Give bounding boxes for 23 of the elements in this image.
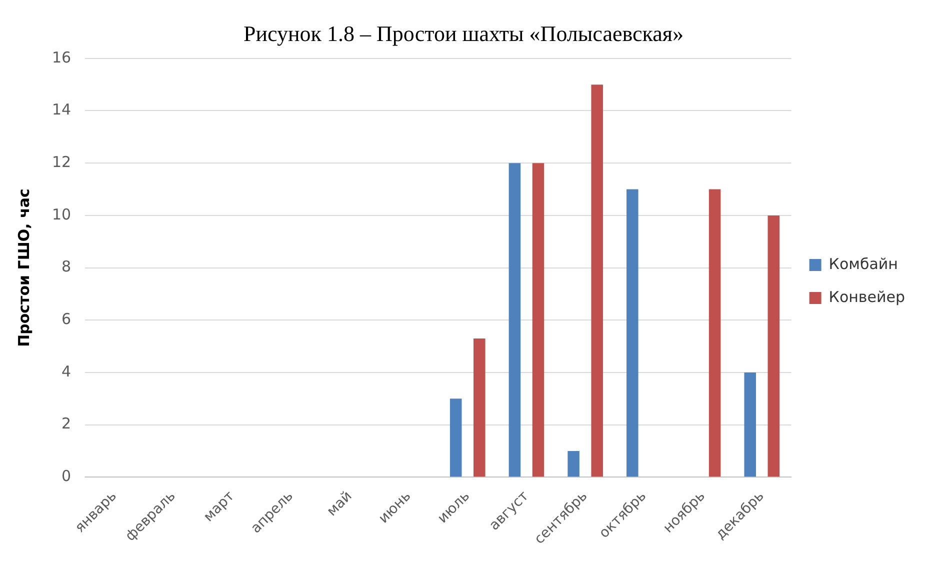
bar [508, 163, 521, 477]
legend-label: Комбайн [828, 254, 898, 273]
bar [532, 163, 544, 477]
chart-title: Рисунок 1.8 – Простои шахты «Полысаевская» [244, 20, 684, 46]
y-tick-label: 0 [62, 467, 72, 486]
y-axis-title: Простои ГШО, час [14, 188, 33, 347]
bar [474, 338, 486, 477]
bar [591, 84, 603, 477]
bar [768, 215, 780, 477]
y-tick-label: 14 [52, 100, 72, 119]
y-tick-label: 2 [62, 414, 72, 433]
y-tick-label: 6 [62, 310, 72, 328]
legend-label: Конвейер [828, 288, 905, 306]
y-tick-label: 8 [62, 258, 72, 276]
y-tick-label: 16 [52, 48, 72, 66]
y-tick-label: 10 [52, 205, 72, 224]
bar [626, 189, 638, 477]
bar [568, 450, 580, 477]
bar [450, 398, 462, 477]
bar [708, 189, 721, 477]
bar [744, 372, 756, 477]
y-tick-label: 12 [52, 152, 72, 171]
y-tick-label: 4 [62, 362, 72, 380]
